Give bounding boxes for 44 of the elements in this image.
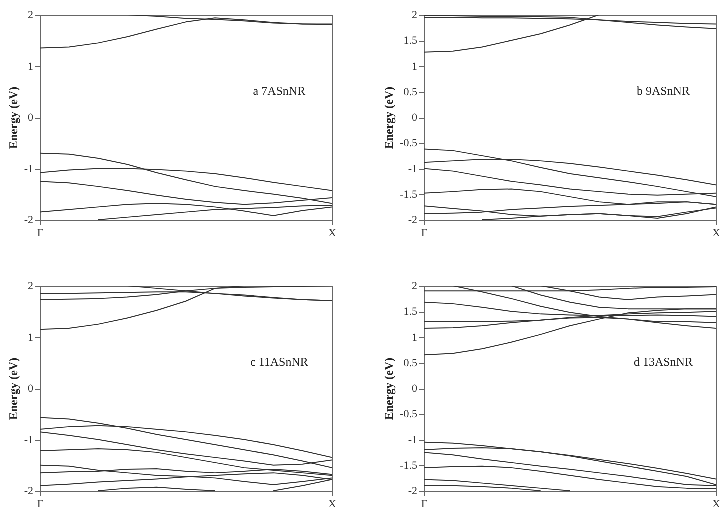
y-tick-label: 2 [28,280,34,292]
y-tick-label: 1.5 [404,306,418,318]
y-tick-label: 1.5 [404,35,418,48]
x-tick-label: Γ [421,228,428,240]
y-tick-label: 0.5 [404,86,418,98]
y-axis-title: Energy (eV) [382,86,396,150]
y-tick-label: 1 [412,332,418,344]
y-tick-label: 0 [412,112,418,124]
x-tick-label: Γ [37,498,44,510]
y-tick-label: 0 [28,112,34,124]
y-axis-title: Energy (eV) [6,86,20,150]
x-tick-label: X [328,498,337,510]
y-tick-label: 0 [412,383,418,395]
y-tick-label: 1 [28,60,34,73]
x-tick-label: X [328,228,337,240]
x-tick-label: Γ [37,228,44,240]
y-tick-label: -0.5 [400,138,418,150]
x-tick-label: Γ [421,498,428,510]
x-tick-label: X [712,498,721,510]
y-tick-label: -2 [24,214,34,226]
y-tick-label: -2 [24,486,34,498]
annotation: a 7ASnNR [253,84,306,98]
y-tick-label: -1.5 [400,460,418,472]
y-tick-label: 2 [412,10,418,22]
annotation: b 9ASnNR [636,84,690,98]
y-tick-label: 0.5 [404,357,418,370]
y-tick-label: 2 [28,10,34,22]
y-tick-label: -0.5 [400,408,418,421]
y-tick-label: -1.5 [400,188,418,201]
y-tick-label: -1 [24,434,34,446]
y-tick-label: 1 [28,332,34,344]
y-tick-label: -1 [24,163,34,176]
y-tick-label: -1 [408,434,418,446]
annotation: d 13ASnNR [634,354,693,369]
y-tick-label: 0 [28,383,34,395]
x-tick-label: X [712,228,721,240]
annotation: c 11ASnNR [250,354,308,369]
y-axis-title: Energy (eV) [382,358,396,420]
y-tick-label: -2 [408,486,418,498]
y-tick-label: -1 [408,163,418,176]
y-axis-title: Energy (eV) [6,358,20,420]
y-tick-label: 1 [412,60,418,73]
y-tick-label: 2 [412,280,418,292]
y-tick-label: -2 [408,214,418,226]
